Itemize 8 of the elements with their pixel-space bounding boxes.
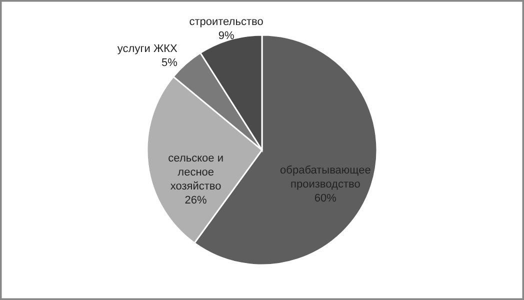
- slice-label: строительство: [189, 16, 264, 28]
- data-label: 26%: [184, 194, 208, 206]
- slice-label: обрабатывающее производство: [280, 164, 371, 191]
- slice-label: сельское и лесное хозяйство: [168, 152, 224, 192]
- slice-label: услуги ЖКХ: [117, 42, 178, 55]
- data-label: 5%: [161, 56, 178, 69]
- data-label: 9%: [218, 30, 234, 42]
- data-label: 60%: [314, 192, 337, 205]
